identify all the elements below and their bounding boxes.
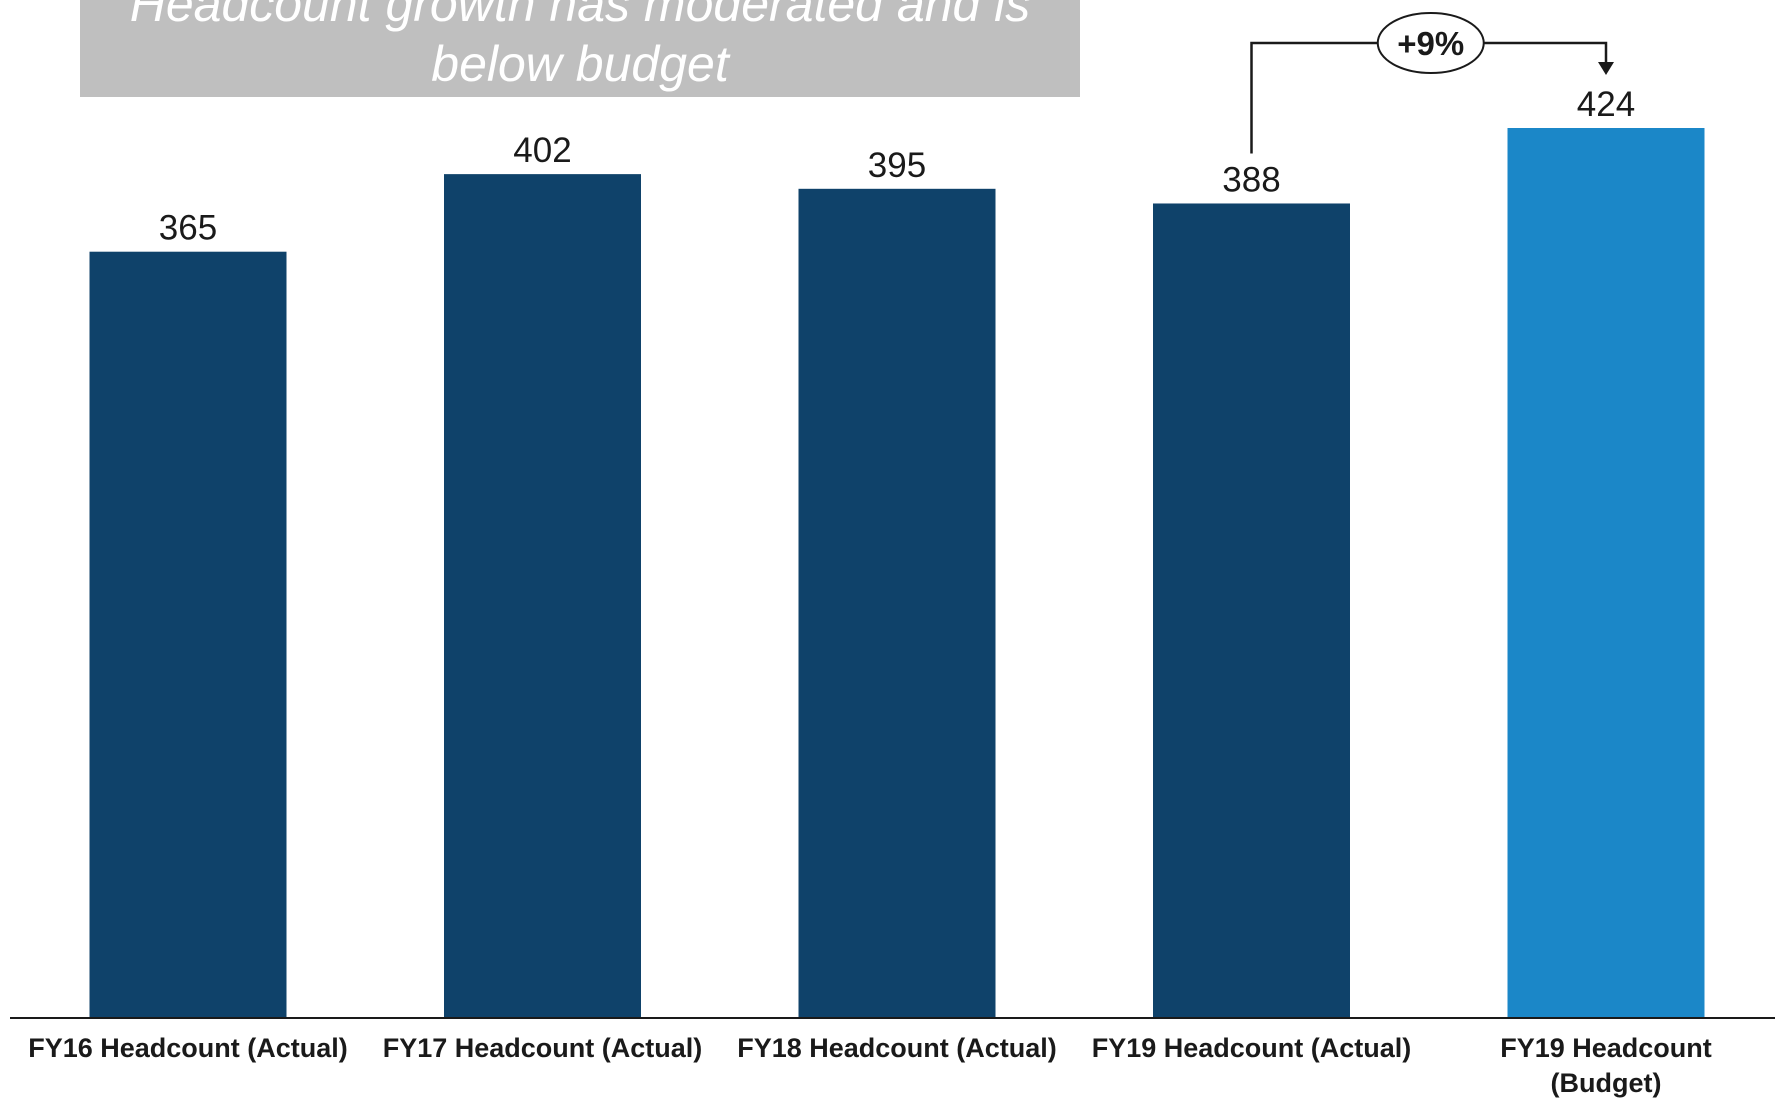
chart-title-line-1: Headcount growth has moderated and is xyxy=(129,0,1031,32)
data-label-5: 424 xyxy=(1577,85,1635,124)
bar-5 xyxy=(1507,128,1705,1017)
x-tick-label-2: FY17 Headcount (Actual) xyxy=(383,1033,703,1063)
growth-callout-label: +9% xyxy=(1397,25,1464,62)
bar-3 xyxy=(798,188,996,1017)
x-tick-label-3: FY18 Headcount (Actual) xyxy=(737,1033,1057,1063)
data-label-4: 388 xyxy=(1222,160,1280,199)
bar-4 xyxy=(1153,203,1350,1017)
x-tick-label-4: FY19 Headcount (Actual) xyxy=(1092,1033,1412,1063)
data-label-2: 402 xyxy=(513,131,571,170)
x-tick-label-5-line-1: FY19 Headcount xyxy=(1500,1033,1712,1063)
growth-arrow-head xyxy=(1598,62,1614,75)
chart-title-line-2: below budget xyxy=(431,36,729,92)
x-tick-label-1: FY16 Headcount (Actual) xyxy=(28,1033,348,1063)
growth-callout-oval xyxy=(1376,12,1485,74)
bar-2 xyxy=(444,174,641,1017)
data-label-1: 365 xyxy=(159,209,217,248)
x-tick-label-5-line-2: (Budget) xyxy=(1551,1068,1662,1098)
bar-1 xyxy=(89,251,287,1017)
chart-title-banner: Headcount growth has moderated and is be… xyxy=(80,0,1080,97)
data-label-3: 395 xyxy=(868,146,926,185)
